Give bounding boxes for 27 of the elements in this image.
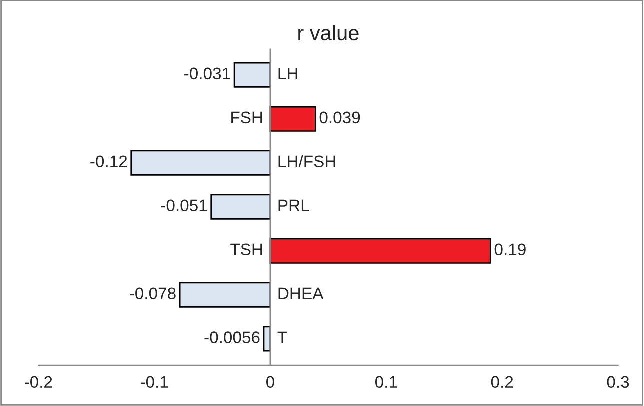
x-tick-label: -0.1: [140, 376, 168, 388]
x-tick-label: 0: [266, 376, 274, 388]
data-label: -0.12: [90, 156, 128, 168]
x-tick-label: -0.2: [25, 376, 52, 388]
y-tick-label: PRL: [278, 200, 310, 212]
data-label: -0.051: [161, 200, 208, 212]
y-tick-label: FSH: [232, 112, 262, 124]
data-label: 0.19: [494, 244, 526, 256]
x-tick-label: 0.1: [375, 376, 398, 388]
y-tick-label: LH/FSH: [278, 155, 336, 168]
x-tick-label: 0.2: [491, 376, 514, 388]
x-tick-label: 0.3: [607, 376, 630, 388]
bar: [270, 238, 492, 264]
bar: [234, 62, 272, 88]
chart-title: r value: [298, 25, 359, 41]
bar: [179, 282, 272, 308]
bar: [270, 106, 316, 132]
data-label: -0.078: [130, 288, 176, 300]
data-label: -0.0056: [204, 332, 260, 344]
bar: [130, 150, 272, 176]
data-label: -0.031: [184, 68, 230, 80]
y-tick-label: TSH: [230, 244, 262, 256]
data-label: 0.039: [320, 112, 360, 124]
y-tick-label: LH: [278, 68, 298, 80]
bar: [210, 194, 272, 220]
y-tick-label: T: [278, 332, 288, 344]
y-tick-label: DHEA: [278, 288, 324, 300]
